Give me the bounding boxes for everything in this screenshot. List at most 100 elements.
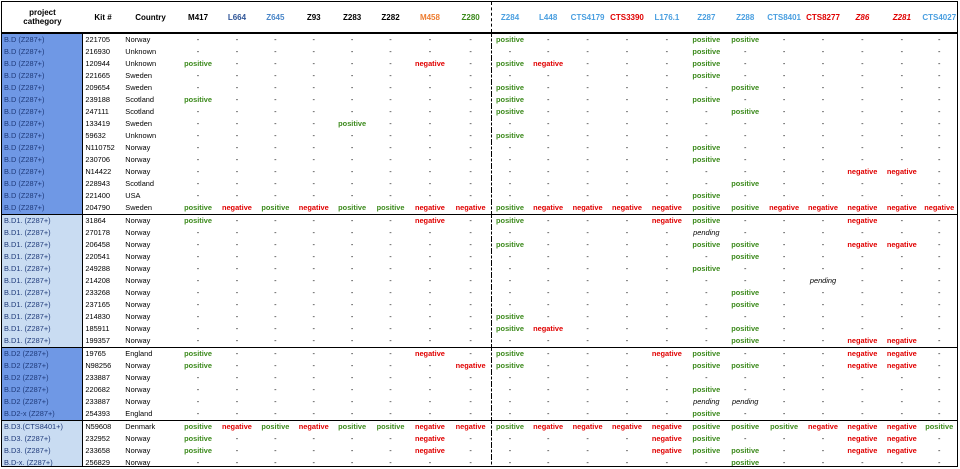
project-category-cell: B.D (Z287+) [2,166,84,178]
result-cell: - [586,155,589,164]
result-cell: - [586,324,589,333]
result-cell: - [821,83,825,92]
result-cell: - [546,119,550,128]
result-cell: positive [731,107,760,116]
result-cell: - [490,142,529,154]
result-cell: - [782,167,786,176]
result-cell: positive [490,106,529,118]
result-cell: negative [572,422,603,431]
column-header-16: Z287 [687,2,726,34]
result-cell: - [546,191,550,200]
result-cell: - [469,397,472,406]
result-cell: - [450,335,492,348]
result-cell: - [490,166,529,178]
result-cell: negative [847,446,878,455]
result-cell: - [625,71,629,80]
result-cell: negative [847,422,878,431]
result-cell: positive [490,202,529,215]
result-cell: - [274,83,277,92]
result-cell: positive [490,360,529,372]
result-cell: - [743,119,747,128]
project-category-cell: B.D1. (Z287+) [2,251,84,263]
result-cell: pending [732,397,759,406]
result-cell: - [743,131,747,140]
kit-number-cell: 232952 [85,434,111,443]
result-cell: - [350,95,354,104]
result-cell: - [274,373,277,382]
result-cell: - [625,179,629,188]
result-cell: negative [533,59,564,68]
result-cell: - [196,228,200,237]
column-header-15: L176.1 [646,2,688,34]
result-cell: - [782,119,786,128]
result-cell: - [389,312,392,321]
result-cell: positive [692,434,721,443]
result-cell: - [821,59,825,68]
result-cell: - [546,47,550,56]
result-cell: - [312,458,315,467]
result-cell: positive [692,143,721,152]
result-cell: - [546,361,550,370]
result-cell: - [625,458,629,467]
result-cell: - [389,288,392,297]
result-cell: - [350,240,354,249]
result-cell: - [938,240,941,249]
result-cell: - [938,71,941,80]
result-cell: - [312,397,315,406]
result-cell: - [705,119,708,128]
result-cell: - [469,71,472,80]
result-cell: positive [692,59,721,68]
result-cell: pending [693,228,720,237]
result-cell: - [705,324,708,333]
result-cell: - [821,458,825,467]
result-cell: - [938,191,941,200]
result-cell: - [861,95,864,104]
result-cell: - [586,264,589,273]
result-cell: - [428,288,432,297]
kit-number-cell: 59632 [85,131,106,140]
result-cell: - [782,276,786,285]
result-cell: - [821,107,825,116]
result-cell: - [938,47,941,56]
result-cell: - [938,276,941,285]
result-cell: - [255,408,296,421]
kit-number-cell: 233658 [85,446,111,455]
result-cell: - [938,216,941,225]
result-cell: positive [692,446,721,455]
result-cell: negative [651,422,682,431]
result-cell: - [274,300,277,309]
result-cell: - [389,349,392,358]
result-cell: - [900,107,904,116]
result-cell: - [665,119,669,128]
result-cell: - [274,216,277,225]
result-cell: - [821,216,825,225]
table-row: B.D (Z287+) 221400 USA - - - - - - - - - - - - - positiv… [2,190,957,202]
result-cell: - [196,179,200,188]
result-cell: - [900,95,904,104]
result-cell: - [196,373,200,382]
column-header-0: project cathegory [2,2,83,34]
project-category-cell: B.D (Z287+) [2,118,84,130]
result-cell: - [274,446,277,455]
result-cell: - [782,179,786,188]
result-cell: - [782,47,786,56]
result-cell: - [235,143,239,152]
result-cell: - [235,252,239,261]
result-cell: - [490,457,529,466]
result-cell: positive [490,33,529,46]
result-cell: - [469,47,472,56]
result-cell: - [782,446,786,455]
column-header-8: Z282 [371,2,410,34]
result-cell: - [900,83,904,92]
result-cell: - [196,131,200,140]
result-cell: negative [533,422,564,431]
result-cell: - [821,324,825,333]
result-cell: - [218,408,256,421]
result-cell: - [821,397,825,406]
result-cell: - [705,167,708,176]
result-cell: - [900,155,904,164]
result-cell: - [861,397,864,406]
country-cell: Norway [125,288,151,297]
result-cell: - [821,131,825,140]
table-row: B.D1. (Z287+) 214208 Norway - - - - - - - - - - - - - - -… [2,275,957,287]
